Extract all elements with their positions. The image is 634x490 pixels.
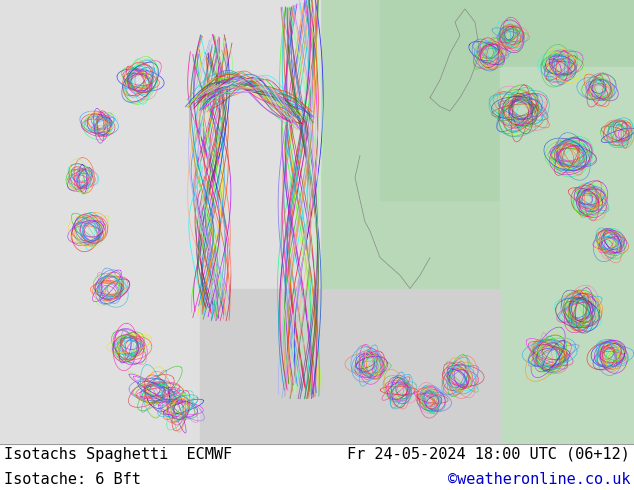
Polygon shape xyxy=(320,0,634,444)
Polygon shape xyxy=(380,0,634,200)
Polygon shape xyxy=(0,0,320,444)
Text: Isotachs Spaghetti  ECMWF: Isotachs Spaghetti ECMWF xyxy=(4,446,232,462)
Text: Isotache: 6 Bft: Isotache: 6 Bft xyxy=(4,472,141,488)
Polygon shape xyxy=(200,289,500,444)
Text: Fr 24-05-2024 18:00 UTC (06+12): Fr 24-05-2024 18:00 UTC (06+12) xyxy=(347,446,630,462)
Polygon shape xyxy=(500,67,634,444)
Text: ©weatheronline.co.uk: ©weatheronline.co.uk xyxy=(448,472,630,488)
